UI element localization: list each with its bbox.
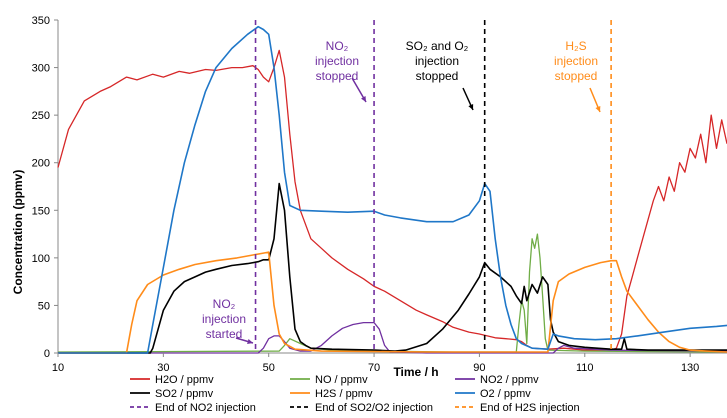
legend-label: NO / ppmv [315, 374, 368, 386]
legend-label: H2S / ppmv [315, 388, 373, 400]
legend-entry: End of NO2 injection [130, 402, 256, 414]
y-axis-label: Concentration (ppmv) [11, 170, 25, 295]
plot-frame [57, 20, 727, 354]
legend-entry: End of SO2/O2 injection [290, 402, 433, 414]
legend: H2O / ppmv NO / ppmv NO2 / ppmv SO2 / ppmv H… [130, 374, 580, 414]
legend-label: NO2 / ppmv [480, 374, 539, 386]
annotation-text: injection [315, 54, 359, 68]
legend-label: End of H2S injection [480, 402, 580, 414]
y-tick-label: 50 [38, 300, 50, 312]
annotation-text: stopped [555, 69, 598, 83]
y-tick-label: 300 [32, 63, 50, 75]
series-line [58, 321, 727, 354]
x-axis-label: Time / h [393, 365, 438, 379]
annotation-arrowhead [468, 104, 474, 110]
legend-label: End of NO2 injection [155, 402, 256, 414]
x-tick-label: 110 [576, 362, 594, 374]
annotation-text: injection [202, 312, 246, 326]
x-tick-label: 10 [52, 362, 64, 374]
annotation-text: stopped [416, 69, 459, 83]
x-tick-label: 30 [157, 362, 169, 374]
series-line [58, 251, 727, 354]
axis-ticks: 0 50 100 150 200 250 300 350 10 30 50 70 90 110 130 [32, 15, 700, 374]
y-tick-label: 100 [32, 253, 50, 265]
legend-entry: H2S / ppmv [290, 388, 373, 400]
y-tick-label: 0 [44, 348, 50, 360]
legend-entry: End of H2S injection [455, 402, 580, 414]
y-tick-label: 350 [32, 15, 50, 27]
annotation-text: NO₂ [213, 297, 236, 311]
legend-label: O2 / ppmv [480, 388, 531, 400]
annotation-text: started [206, 327, 243, 341]
legend-entry: SO2 / ppmv [130, 388, 214, 400]
annotation-arrowhead [247, 338, 253, 344]
legend-label: SO2 / ppmv [155, 388, 214, 400]
annotation-text: NO₂ [326, 39, 349, 53]
series-line [58, 182, 727, 354]
annotation-text: SO₂ and O₂ [406, 39, 469, 53]
legend-entry: O2 / ppmv [455, 388, 531, 400]
vertical-lines [254, 20, 612, 353]
annotation-arrowhead [595, 106, 601, 112]
x-tick-label: 70 [368, 362, 380, 374]
legend-entry: NO / ppmv [290, 374, 368, 386]
annotation-text: injection [554, 54, 598, 68]
annotation-text: stopped [316, 69, 359, 83]
series-layer [57, 25, 727, 354]
x-tick-label: 50 [263, 362, 275, 374]
x-tick-label: 130 [681, 362, 699, 374]
y-tick-label: 150 [32, 205, 50, 217]
legend-label: H2O / ppmv [155, 374, 214, 386]
legend-entry: H2O / ppmv [130, 374, 214, 386]
y-tick-label: 250 [32, 110, 50, 122]
series-line [58, 25, 727, 354]
series-line [57, 49, 727, 351]
annotation-text: H₂S [565, 39, 586, 53]
x-tick-label: 90 [473, 362, 485, 374]
legend-entry: NO2 / ppmv [455, 374, 539, 386]
series-line [57, 233, 727, 353]
y-tick-label: 200 [32, 158, 50, 170]
annotation-arrowhead [361, 96, 366, 102]
annotation-text: injection [415, 54, 459, 68]
legend-label: End of SO2/O2 injection [315, 402, 433, 414]
